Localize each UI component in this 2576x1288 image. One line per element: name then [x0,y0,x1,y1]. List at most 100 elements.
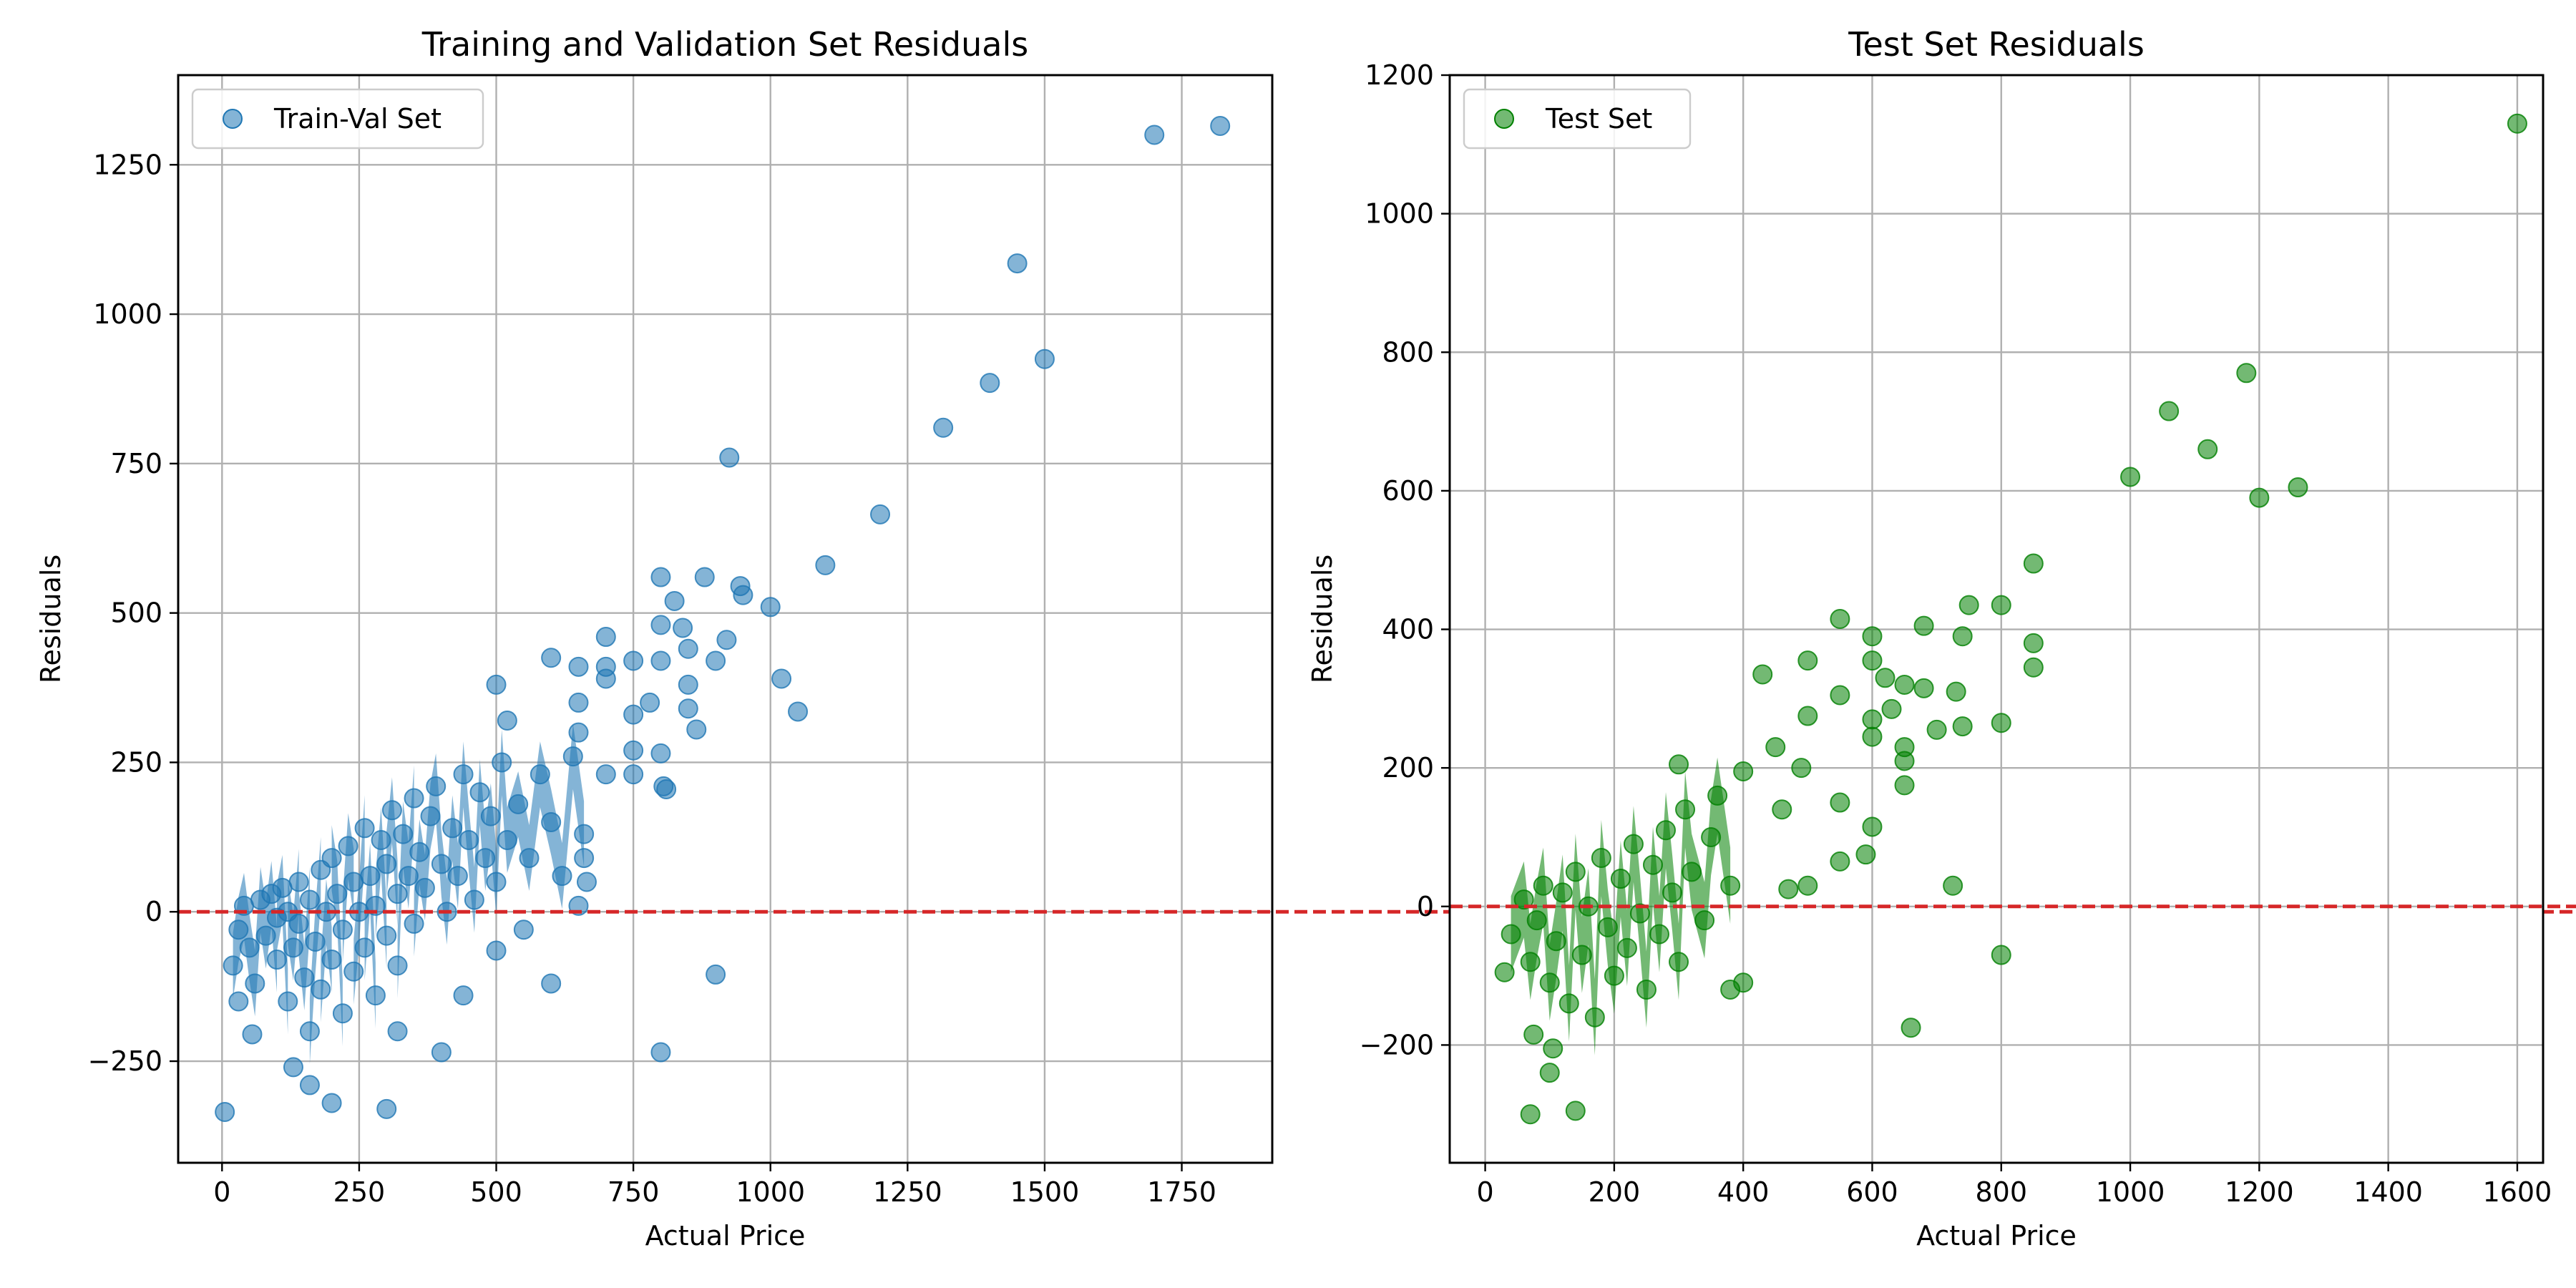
legend: Test Set [1463,88,1692,150]
data-point [1991,595,2011,615]
data-point [266,950,287,970]
data-point [1636,979,1657,1000]
data-point [1862,650,1883,671]
data-point [2159,401,2180,421]
data-point [486,674,507,695]
data-point [311,979,331,1000]
data-point [1797,875,1818,896]
data-point [2120,467,2141,487]
data-point [1901,1018,1921,1038]
data-point [1565,1101,1586,1121]
data-point [332,1003,353,1024]
data-point [1565,862,1586,882]
data-point [426,776,447,796]
data-point [228,991,249,1012]
data-point [1533,875,1553,896]
y-tick-label: 1000 [93,298,162,330]
data-point [1707,785,1728,806]
data-point [541,973,562,994]
data-point [464,889,484,910]
data-point [497,830,517,851]
data-point [650,1042,671,1063]
axes-frame [177,74,1274,1164]
data-point [1778,879,1799,899]
x-tick-label: 1750 [1147,1176,1216,1208]
data-point [475,848,496,869]
data-point [1655,820,1676,841]
data-point [1642,854,1663,875]
x-tick-label: 1000 [2096,1176,2165,1208]
data-point [223,955,243,976]
data-point [1210,115,1231,136]
data-point [2288,477,2308,498]
data-point [706,650,726,671]
data-point [404,788,424,809]
data-point [294,967,315,988]
data-point [480,806,501,826]
data-point [393,824,414,844]
data-point [497,710,517,731]
data-point [1733,972,1754,993]
x-tick-label: 750 [608,1176,660,1208]
x-tick-label: 400 [1717,1176,1770,1208]
y-tick-label: 800 [1382,336,1434,368]
data-point [381,800,402,821]
data-point [574,824,595,844]
data-point [1501,924,1521,945]
data-point [242,1024,263,1045]
legend-entry: Test Set [1545,103,1652,135]
data-point [513,919,534,940]
data-point [288,872,309,892]
data-point [1539,1063,1560,1083]
data-point [1946,681,1966,702]
data-point [519,848,540,869]
data-point [1958,595,1979,615]
data-point [459,830,479,851]
data-point [1675,799,1696,820]
x-tick-label: 500 [470,1176,522,1208]
data-point [327,884,348,904]
data-point [1662,882,1683,903]
y-tick-label: 600 [1382,475,1434,507]
data-point [568,692,589,713]
data-point [376,925,397,946]
data-point [354,937,375,958]
data-point [1513,889,1534,910]
data-point [623,704,644,725]
data-point [716,630,737,650]
data-point [1616,937,1637,958]
data-point [469,782,490,803]
data-point [1797,706,1818,726]
test-residuals-chart: 0 200 400 600 800 1000 1200 1400 1600 −200 0 200 400… [1307,25,2576,1252]
train-val-residuals-chart: 0 250 500 750 1000 1250 1500 1750 −250 0 250 500 750… [35,25,2576,1252]
data-point [1733,761,1754,781]
y-tick-label: 0 [145,896,162,927]
data-point [245,973,265,994]
data-point [1144,125,1165,145]
data-point [673,618,693,638]
data-point [2249,487,2270,508]
x-tick-label: 1000 [736,1176,805,1208]
chart-title: Training and Validation Set Residuals [421,25,1028,64]
y-tick-label: 200 [1382,752,1434,784]
data-point [1526,910,1547,931]
data-point [595,627,616,648]
data-point [371,830,391,851]
data-point [305,931,326,952]
legend-box [1463,88,1692,150]
x-tick-label: 1500 [1010,1176,1080,1208]
data-point [255,925,276,946]
data-point [788,701,809,722]
data-point [530,764,550,785]
data-point [486,940,507,961]
x-tick-label: 0 [1476,1176,1493,1208]
data-point [1862,726,1883,747]
data-point [453,764,474,785]
data-point [1552,882,1573,903]
data-point [1520,952,1541,972]
data-point [694,567,715,587]
data-point [343,961,364,982]
data-point [414,877,435,898]
data-point [299,1021,320,1042]
